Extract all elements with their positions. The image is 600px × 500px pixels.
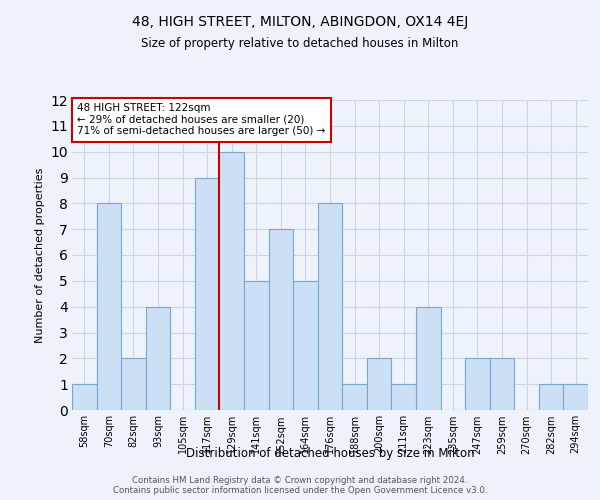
Bar bbox=[367, 358, 391, 410]
Bar bbox=[220, 152, 244, 410]
Bar bbox=[146, 306, 170, 410]
Bar bbox=[539, 384, 563, 410]
Bar bbox=[416, 306, 440, 410]
Text: Size of property relative to detached houses in Milton: Size of property relative to detached ho… bbox=[142, 38, 458, 51]
Bar bbox=[318, 204, 342, 410]
Bar bbox=[342, 384, 367, 410]
Bar bbox=[72, 384, 97, 410]
Text: 48 HIGH STREET: 122sqm
← 29% of detached houses are smaller (20)
71% of semi-det: 48 HIGH STREET: 122sqm ← 29% of detached… bbox=[77, 103, 326, 136]
Bar bbox=[563, 384, 588, 410]
Bar bbox=[121, 358, 146, 410]
Bar bbox=[195, 178, 220, 410]
Text: Distribution of detached houses by size in Milton: Distribution of detached houses by size … bbox=[185, 448, 475, 460]
Bar bbox=[490, 358, 514, 410]
Bar bbox=[293, 281, 318, 410]
Bar bbox=[269, 229, 293, 410]
Bar bbox=[97, 204, 121, 410]
Bar bbox=[391, 384, 416, 410]
Text: Contains HM Land Registry data © Crown copyright and database right 2024.
Contai: Contains HM Land Registry data © Crown c… bbox=[113, 476, 487, 495]
Text: 48, HIGH STREET, MILTON, ABINGDON, OX14 4EJ: 48, HIGH STREET, MILTON, ABINGDON, OX14 … bbox=[132, 15, 468, 29]
Y-axis label: Number of detached properties: Number of detached properties bbox=[35, 168, 44, 342]
Bar bbox=[244, 281, 269, 410]
Bar bbox=[465, 358, 490, 410]
